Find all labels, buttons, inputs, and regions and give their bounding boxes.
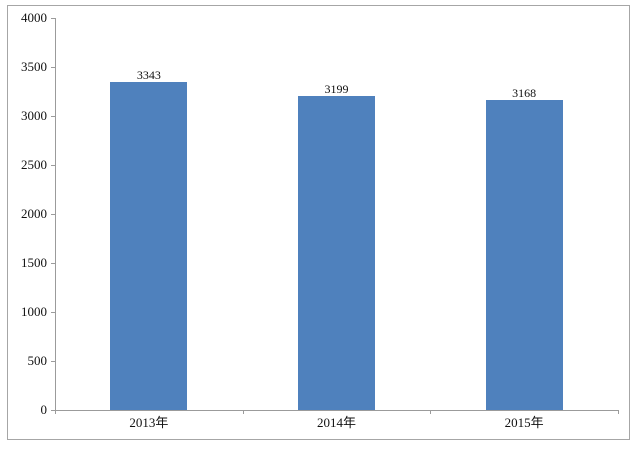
y-axis-tick	[51, 214, 55, 215]
x-axis-tick	[430, 410, 432, 414]
y-axis-tick	[51, 263, 55, 264]
x-axis-tick	[618, 410, 619, 414]
y-axis-tick-label: 1500	[21, 255, 47, 270]
x-axis-line	[55, 410, 618, 411]
bar-2014年	[298, 96, 375, 410]
y-axis-tick	[51, 165, 55, 166]
bar-value-label: 3199	[324, 82, 349, 97]
y-axis-tick-label: 1000	[21, 304, 47, 319]
y-axis-tick	[51, 312, 55, 313]
y-axis-tick	[51, 116, 55, 117]
y-axis-tick	[51, 410, 55, 411]
y-axis-tick-label: 4000	[21, 10, 47, 25]
x-axis-category-label: 2015年	[504, 415, 544, 430]
y-axis-tick-label: 0	[40, 402, 48, 417]
y-axis-tick	[51, 361, 55, 362]
y-axis-tick-label: 3500	[21, 59, 47, 74]
y-axis-tick	[51, 67, 55, 68]
bar-value-label: 3168	[512, 85, 537, 100]
bar-value-label: 3343	[136, 68, 161, 83]
x-axis-tick	[55, 410, 56, 414]
y-axis-tick-label: 2000	[21, 206, 47, 221]
x-axis-tick	[242, 410, 244, 414]
y-axis-tick-label: 3000	[21, 108, 47, 123]
y-axis-tick-label: 500	[27, 353, 48, 368]
bar-2013年	[110, 82, 188, 410]
x-axis-category-label: 2014年	[316, 415, 356, 430]
bar-2015年	[485, 99, 563, 410]
y-axis-line	[55, 18, 56, 410]
y-axis-tick-label: 2500	[21, 157, 47, 172]
y-axis-tick	[51, 18, 55, 19]
x-axis-category-label: 2013年	[129, 415, 169, 430]
